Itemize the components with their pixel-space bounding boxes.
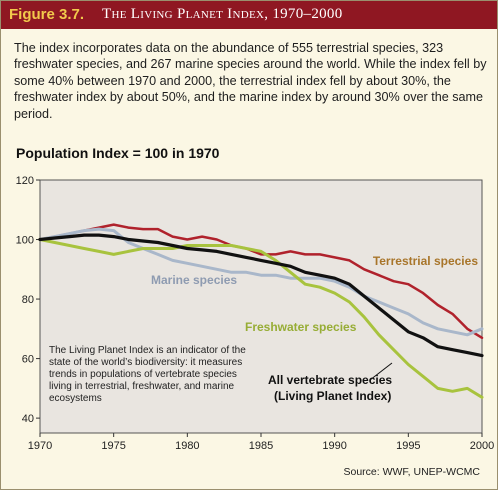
plot-area: [39, 179, 483, 434]
source-note: Source: WWF, UNEP-WCMC: [343, 466, 481, 478]
y-tick-label: 100: [16, 235, 34, 247]
y-tick-label: 40: [22, 413, 34, 425]
x-tick-label: 1990: [322, 440, 346, 452]
figure-label: Figure 3.7.: [9, 6, 85, 23]
series-line-freshwater: [38, 238, 484, 399]
y-tick-label: 120: [16, 175, 34, 187]
chart-subtitle: Population Index = 100 in 1970: [16, 145, 220, 161]
chart-annotation: The Living Planet Index is an indicator …: [49, 345, 246, 404]
x-tick-label: 1980: [175, 440, 199, 452]
vertebrate-leader-line: [369, 362, 393, 381]
x-tick-label: 1995: [396, 440, 420, 452]
y-tick-label: 60: [22, 354, 34, 366]
series-line-terrestrial: [38, 223, 484, 340]
figure-header: Figure 3.7. The Living Planet Index, 197…: [1, 1, 497, 29]
x-tick-label: 2000: [470, 440, 494, 452]
figure-title: The Living Planet Index, 1970–2000: [102, 6, 343, 22]
x-tick-label: 1970: [28, 440, 52, 452]
series-label-vertebrate-2: (Living Planet Index): [274, 389, 391, 403]
series-label-freshwater: Freshwater species: [245, 320, 357, 334]
y-tick-label: 80: [22, 294, 34, 306]
x-tick-label: 1985: [249, 440, 273, 452]
series-line-vertebrate: [38, 233, 484, 358]
series-label-vertebrate-1: All vertebrate species: [268, 373, 392, 387]
series-label-terrestrial: Terrestrial species: [373, 254, 479, 268]
series-label-marine: Marine species: [151, 273, 237, 287]
series-line-marine: [38, 227, 484, 337]
figure-description: The index incorporates data on the abund…: [14, 41, 487, 121]
x-tick-label: 1975: [101, 440, 125, 452]
